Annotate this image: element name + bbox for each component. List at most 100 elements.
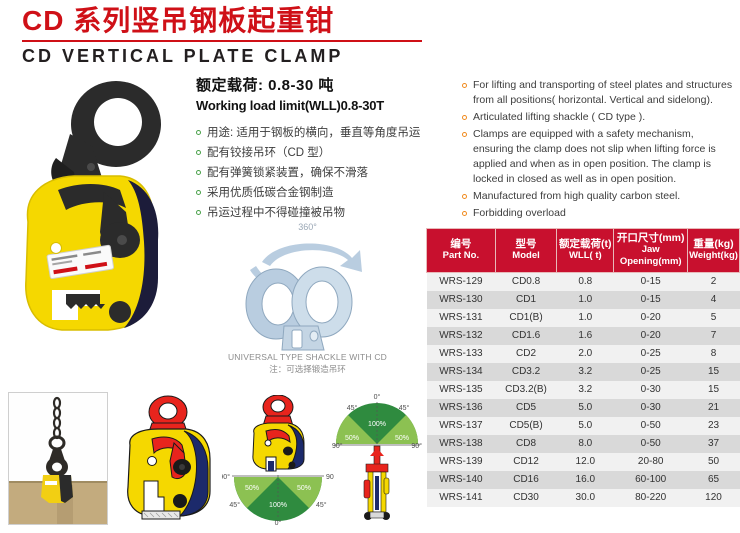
shackle-diagram: 360° UNIVERSAL TYPE SHACKLE WITH CD 注：可选…	[200, 222, 415, 377]
bullet-icon	[196, 150, 201, 155]
cell-weight: 21	[687, 398, 740, 417]
cell-jaw-opening: 0-25	[613, 344, 688, 363]
cell-part-no: WRS-141	[426, 488, 496, 507]
table-row: WRS-141 CD30 30.0 80-220 120	[426, 488, 740, 507]
cell-jaw-opening: 0-20	[613, 308, 688, 327]
cell-part-no: WRS-137	[426, 416, 496, 435]
list-item: Articulated lifting shackle ( CD type ).	[462, 110, 734, 125]
angle-45-left: 45°	[347, 404, 358, 412]
cell-part-no: WRS-138	[426, 434, 496, 453]
features-list-cn: 用途: 适用于钢板的横向，垂直等角度吊运 配有铰接吊环（CD 型） 配有弹簧锁紧…	[196, 123, 446, 223]
cell-model: CD5(B)	[495, 416, 557, 435]
cell-jaw-opening: 0-30	[613, 380, 688, 399]
table-row: WRS-133 CD2 2.0 0-25 8	[426, 344, 740, 363]
cell-model: CD30	[495, 488, 557, 507]
cell-model: CD3.2(B)	[495, 380, 557, 399]
capacity-side-left: 50%	[245, 485, 259, 492]
cell-weight: 23	[687, 416, 740, 435]
cell-jaw-opening: 80-220	[613, 488, 688, 507]
figure-clamp-closed	[118, 395, 228, 527]
product-photo-main	[8, 72, 198, 372]
capacity-center: 100%	[269, 502, 287, 509]
cell-jaw-opening: 0-20	[613, 326, 688, 345]
list-item: 配有弹簧锁紧装置，确保不滑落	[196, 163, 446, 183]
cell-wll: 16.0	[556, 470, 614, 489]
cell-part-no: WRS-133	[426, 344, 496, 363]
bullet-icon	[462, 194, 467, 199]
cell-part-no: WRS-131	[426, 308, 496, 327]
header-en: Model	[512, 250, 540, 261]
header-en: Part No.	[442, 250, 480, 261]
bullet-icon	[196, 130, 201, 135]
feature-text: 吊运过程中不得碰撞被吊物	[207, 207, 345, 219]
cell-wll: 1.6	[556, 326, 614, 345]
angle-90-right: 90°	[411, 442, 422, 450]
cell-weight: 65	[687, 470, 740, 489]
feature-text: 用途: 适用于钢板的横向，垂直等角度吊运	[207, 127, 421, 139]
cell-weight: 2	[687, 272, 740, 291]
cell-model: CD3.2	[495, 362, 557, 381]
table-row: WRS-137 CD5(B) 5.0 0-50 23	[426, 416, 740, 435]
cell-wll: 1.0	[556, 308, 614, 327]
header-cn: 额定载荷(t)	[559, 238, 612, 250]
list-item: Forbidding overload	[462, 206, 734, 221]
cell-wll: 3.2	[556, 380, 614, 399]
angle-45-right: 45°	[399, 404, 410, 412]
feature-text: 配有铰接吊环（CD 型）	[207, 147, 331, 159]
table-row: WRS-132 CD1.6 1.6 0-20 7	[426, 326, 740, 345]
cell-weight: 15	[687, 380, 740, 399]
list-item: Clamps are equipped with a safety mechan…	[462, 127, 734, 187]
bullet-icon	[462, 83, 467, 88]
cell-wll: 1.0	[556, 290, 614, 309]
clamp-closed-illustration	[127, 395, 211, 520]
cell-weight: 4	[687, 290, 740, 309]
cell-part-no: WRS-130	[426, 290, 496, 309]
feature-text: Articulated lifting shackle ( CD type ).	[473, 111, 646, 123]
table-row: WRS-135 CD3.2(B) 3.2 0-30 15	[426, 380, 740, 399]
cell-model: CD8	[495, 434, 557, 453]
table-row: WRS-131 CD1(B) 1.0 0-20 5	[426, 308, 740, 327]
bullet-icon	[196, 210, 201, 215]
cell-wll: 3.2	[556, 362, 614, 381]
header-cn: 重量(kg)	[693, 238, 734, 250]
cell-model: CD1	[495, 290, 557, 309]
cell-jaw-opening: 0-25	[613, 362, 688, 381]
page-header: CD 系列竖吊钢板起重钳 CD VERTICAL PLATE CLAMP	[22, 4, 722, 67]
feature-text: 采用优质低碳合金钢制造	[207, 187, 334, 199]
table-row: WRS-138 CD8 8.0 0-50 37	[426, 434, 740, 453]
cell-weight: 37	[687, 434, 740, 453]
column-header-model: 型号 Model	[494, 228, 558, 273]
feature-text: For lifting and transporting of steel pl…	[473, 79, 733, 106]
application-photo	[8, 392, 108, 525]
angle-90-left: 90°	[332, 442, 343, 450]
list-item: 用途: 适用于钢板的横向，垂直等角度吊运	[196, 123, 446, 143]
capacity-side-right: 50%	[297, 485, 311, 492]
cell-weight: 8	[687, 344, 740, 363]
cell-part-no: WRS-140	[426, 470, 496, 489]
cell-jaw-opening: 0-50	[613, 416, 688, 435]
specification-table: 编号 Part No. 型号 Model 额定载荷(t) WLL( t) 开口尺…	[426, 228, 740, 507]
cell-wll: 2.0	[556, 344, 614, 363]
cell-model: CD5	[495, 398, 557, 417]
features-list-en: For lifting and transporting of steel pl…	[462, 78, 734, 223]
cell-wll: 5.0	[556, 398, 614, 417]
capacity-fan-up-illustration: 100% 50% 50% 0° 45° 45° 90° 90°	[332, 393, 422, 520]
table-row: WRS-129 CD0.8 0.8 0-15 2	[426, 272, 740, 291]
column-header-jaw-opening: 开口尺寸(mm) Jaw Opening(mm)	[613, 228, 689, 273]
angle-45-right: 45°	[316, 501, 327, 509]
bullet-icon	[462, 132, 467, 137]
page-title-cn: CD 系列竖吊钢板起重钳	[22, 5, 335, 36]
table-row: WRS-134 CD3.2 3.2 0-25 15	[426, 362, 740, 381]
feature-text: Forbidding overload	[473, 207, 566, 219]
shackle-caption-cn: 注：可选择锻造吊环	[269, 364, 346, 374]
page-title-en: CD VERTICAL PLATE CLAMP	[22, 46, 344, 66]
header-en: Jaw Opening(mm)	[619, 244, 682, 267]
cell-wll: 30.0	[556, 488, 614, 507]
list-item: Manufactured from high quality carbon st…	[462, 189, 734, 204]
list-item: 吊运过程中不得碰撞被吊物	[196, 203, 446, 223]
bullet-icon	[196, 190, 201, 195]
cell-part-no: WRS-134	[426, 362, 496, 381]
cell-part-no: WRS-135	[426, 380, 496, 399]
cell-wll: 8.0	[556, 434, 614, 453]
cell-jaw-opening: 60-100	[613, 470, 688, 489]
